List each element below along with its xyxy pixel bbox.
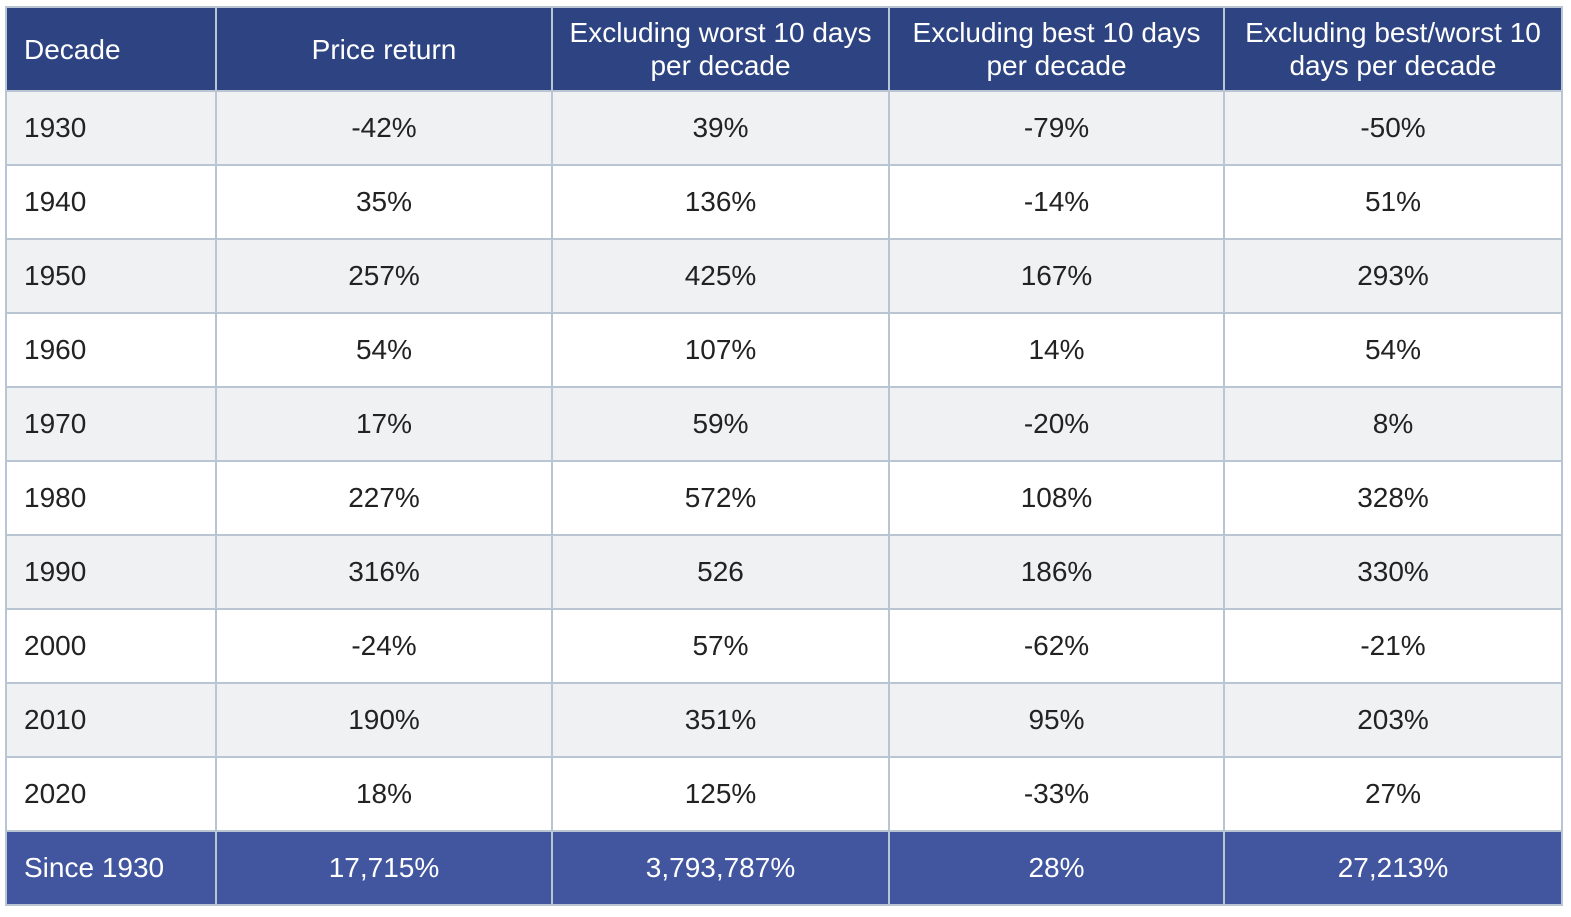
value-cell: -62% [888,608,1225,684]
value-cell: 57% [551,608,890,684]
decade-cell: 2020 [5,756,217,832]
table-row: 1960 54% 107% 14% 54% [5,312,1563,388]
table-row: 1970 17% 59% -20% 8% [5,386,1563,462]
value-cell: -33% [888,756,1225,832]
value-cell: 227% [215,460,553,536]
header-cell: Decade [5,6,217,92]
footer-cell: 17,715% [215,830,553,906]
value-cell: 425% [551,238,890,314]
table-body: 1930 -42% 39% -79% -50% 1940 35% 136% -14% 51% 195… [5,90,1563,832]
value-cell: 51% [1223,164,1563,240]
value-cell: 526 [551,534,890,610]
decade-cell: 2010 [5,682,217,758]
decade-cell: 1940 [5,164,217,240]
decade-cell: 1970 [5,386,217,462]
value-cell: 59% [551,386,890,462]
decade-cell: 1960 [5,312,217,388]
header-cell: Excluding worst 10 days per decade [551,6,890,92]
value-cell: -79% [888,90,1225,166]
value-cell: 316% [215,534,553,610]
value-cell: 54% [1223,312,1563,388]
value-cell: 190% [215,682,553,758]
decade-cell: 2000 [5,608,217,684]
value-cell: 186% [888,534,1225,610]
header-row: Decade Price return Excluding worst 10 day… [5,6,1563,92]
value-cell: 95% [888,682,1225,758]
value-cell: 257% [215,238,553,314]
table-row: 2010 190% 351% 95% 203% [5,682,1563,758]
footer-cell: 3,793,787% [551,830,890,906]
decade-cell: 1930 [5,90,217,166]
table-row: 1990 316% 526 186% 330% [5,534,1563,610]
table-row: 1940 35% 136% -14% 51% [5,164,1563,240]
value-cell: 14% [888,312,1225,388]
decade-cell: 1990 [5,534,217,610]
header-cell: Excluding best 10 days per decade [888,6,1225,92]
value-cell: 351% [551,682,890,758]
value-cell: 330% [1223,534,1563,610]
table-header: Decade Price return Excluding worst 10 day… [5,6,1563,92]
footer-cell: 27,213% [1223,830,1563,906]
value-cell: 572% [551,460,890,536]
value-cell: 35% [215,164,553,240]
table-row: 2020 18% 125% -33% 27% [5,756,1563,832]
value-cell: -50% [1223,90,1563,166]
footer-row: Since 1930 17,715% 3,793,787% 28% 27,213% [5,830,1563,906]
value-cell: 108% [888,460,1225,536]
value-cell: 328% [1223,460,1563,536]
header-cell: Excluding best/worst 10 days per decade [1223,6,1563,92]
value-cell: -24% [215,608,553,684]
table-footer: Since 1930 17,715% 3,793,787% 28% 27,213% [5,830,1563,906]
header-cell: Price return [215,6,553,92]
returns-table: Decade Price return Excluding worst 10 day… [5,6,1563,906]
value-cell: -21% [1223,608,1563,684]
value-cell: 136% [551,164,890,240]
table-row: 2000 -24% 57% -62% -21% [5,608,1563,684]
footer-cell: 28% [888,830,1225,906]
value-cell: 54% [215,312,553,388]
value-cell: 18% [215,756,553,832]
table-row: 1950 257% 425% 167% 293% [5,238,1563,314]
footer-cell: Since 1930 [5,830,217,906]
value-cell: 107% [551,312,890,388]
value-cell: 293% [1223,238,1563,314]
decade-cell: 1950 [5,238,217,314]
value-cell: 8% [1223,386,1563,462]
value-cell: 39% [551,90,890,166]
value-cell: -42% [215,90,553,166]
value-cell: 125% [551,756,890,832]
value-cell: -20% [888,386,1225,462]
value-cell: 17% [215,386,553,462]
value-cell: 203% [1223,682,1563,758]
value-cell: -14% [888,164,1225,240]
value-cell: 167% [888,238,1225,314]
table-row: 1980 227% 572% 108% 328% [5,460,1563,536]
decade-cell: 1980 [5,460,217,536]
value-cell: 27% [1223,756,1563,832]
table-row: 1930 -42% 39% -79% -50% [5,90,1563,166]
